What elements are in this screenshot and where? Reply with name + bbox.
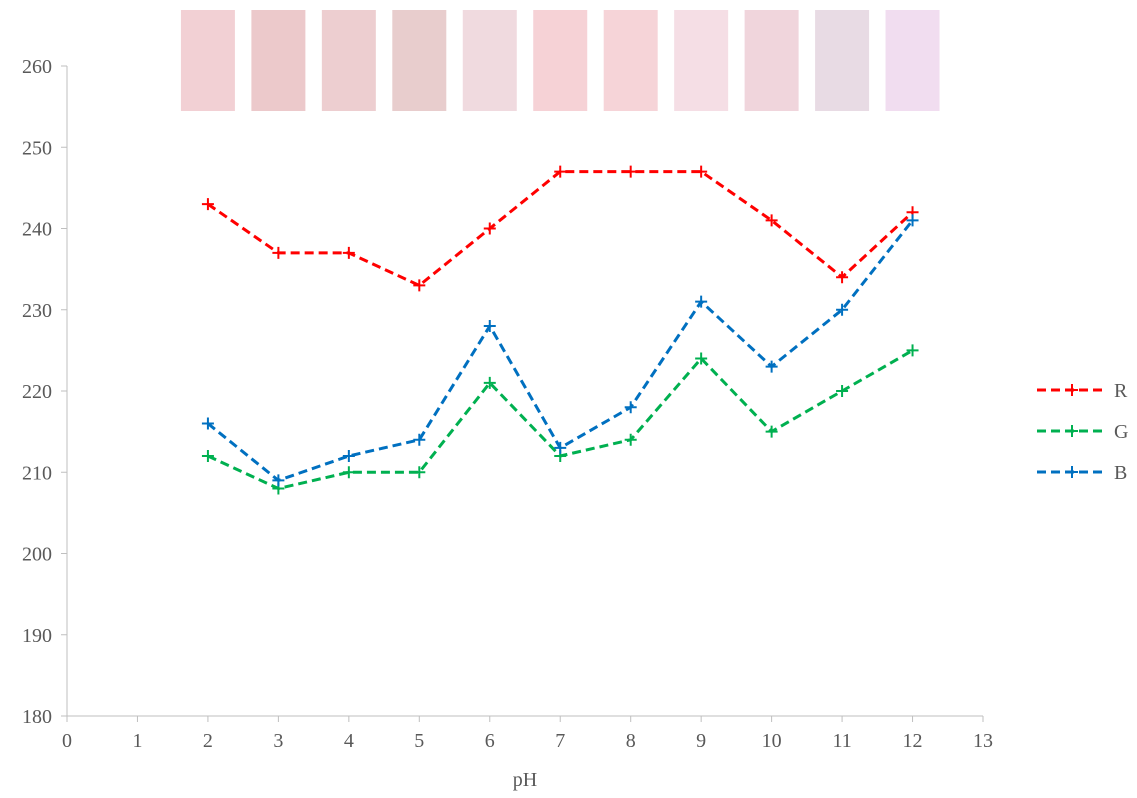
data-point-B: [836, 303, 849, 316]
x-tick-label: 10: [762, 730, 782, 752]
data-point-B: [624, 401, 637, 414]
color-swatch-ph-6: [462, 10, 517, 111]
data-point-B: [272, 474, 285, 487]
color-swatch-ph-3: [251, 10, 306, 111]
x-tick-label: 5: [414, 730, 424, 752]
data-point-R: [272, 246, 285, 259]
y-tick-label: 240: [22, 219, 52, 241]
x-tick-label: 7: [555, 730, 565, 752]
data-point-B: [483, 320, 496, 332]
data-point-R: [836, 271, 849, 284]
x-tick-label: 13: [973, 730, 993, 752]
data-point-B: [906, 214, 919, 227]
data-point-B: [695, 295, 708, 308]
color-swatch-ph-9: [674, 10, 729, 111]
x-tick-label: 11: [832, 730, 851, 752]
y-tick-label: 200: [22, 544, 52, 566]
data-point-G: [624, 433, 637, 446]
x-tick-label: 8: [626, 730, 636, 752]
color-swatch-ph-5: [392, 10, 447, 111]
x-tick-label: 9: [696, 730, 706, 752]
y-tick-label: 230: [22, 300, 52, 322]
color-swatch-ph-7: [533, 10, 588, 111]
series-R: [201, 165, 919, 292]
x-tick-label: 1: [132, 730, 142, 752]
y-tick-label: 190: [22, 625, 52, 647]
y-tick-label: 260: [22, 56, 52, 78]
color-swatch-ph-10: [744, 10, 799, 111]
legend-item-R: R: [1037, 380, 1128, 402]
data-point-R: [201, 198, 214, 211]
color-swatches: [180, 10, 940, 111]
x-tick-label: 12: [903, 730, 923, 752]
y-tick-label: 210: [22, 462, 52, 484]
legend-item-G: G: [1037, 421, 1128, 443]
series-layer: [201, 165, 919, 495]
legend-item-B: B: [1037, 462, 1127, 484]
data-point-G: [906, 344, 919, 357]
x-tick-label: 2: [203, 730, 213, 752]
data-point-R: [765, 214, 778, 227]
data-point-R: [342, 246, 355, 259]
legend-label: G: [1114, 421, 1128, 443]
series-G: [201, 344, 919, 495]
data-point-R: [554, 165, 567, 178]
data-point-G: [695, 352, 708, 365]
data-point-R: [483, 222, 496, 235]
color-swatch-ph-12: [885, 10, 940, 111]
series-line-B: [206, 219, 914, 482]
color-swatch-ph-11: [815, 10, 870, 111]
data-point-B: [554, 441, 567, 454]
legend-label: B: [1114, 462, 1127, 484]
series-line-R: [207, 170, 914, 287]
x-tick-label: 3: [273, 730, 283, 752]
x-axis-label: pH: [513, 769, 537, 791]
series-B: [201, 214, 919, 487]
color-swatch-ph-2: [180, 10, 235, 111]
data-point-G: [201, 450, 214, 462]
legend-label: R: [1114, 380, 1128, 402]
x-tick-label: 6: [485, 730, 495, 752]
data-point-R: [413, 279, 426, 292]
data-point-G: [342, 466, 355, 479]
color-swatch-ph-8: [603, 10, 658, 111]
data-point-R: [695, 165, 708, 178]
data-point-B: [413, 433, 426, 446]
data-point-B: [201, 417, 214, 430]
color-swatch-ph-4: [321, 10, 376, 111]
data-point-B: [342, 450, 355, 462]
data-point-G: [483, 376, 496, 389]
x-tick-label: 0: [62, 730, 72, 752]
x-tick-label: 4: [344, 730, 354, 752]
y-tick-label: 250: [22, 137, 52, 159]
data-point-G: [413, 466, 426, 479]
data-point-R: [624, 165, 637, 178]
legend: RGB: [1037, 380, 1128, 484]
data-point-G: [765, 425, 778, 438]
y-tick-label: 180: [22, 706, 52, 728]
axes: [61, 65, 984, 722]
data-point-B: [765, 360, 778, 373]
data-point-G: [836, 385, 849, 397]
y-tick-label: 220: [22, 381, 52, 403]
